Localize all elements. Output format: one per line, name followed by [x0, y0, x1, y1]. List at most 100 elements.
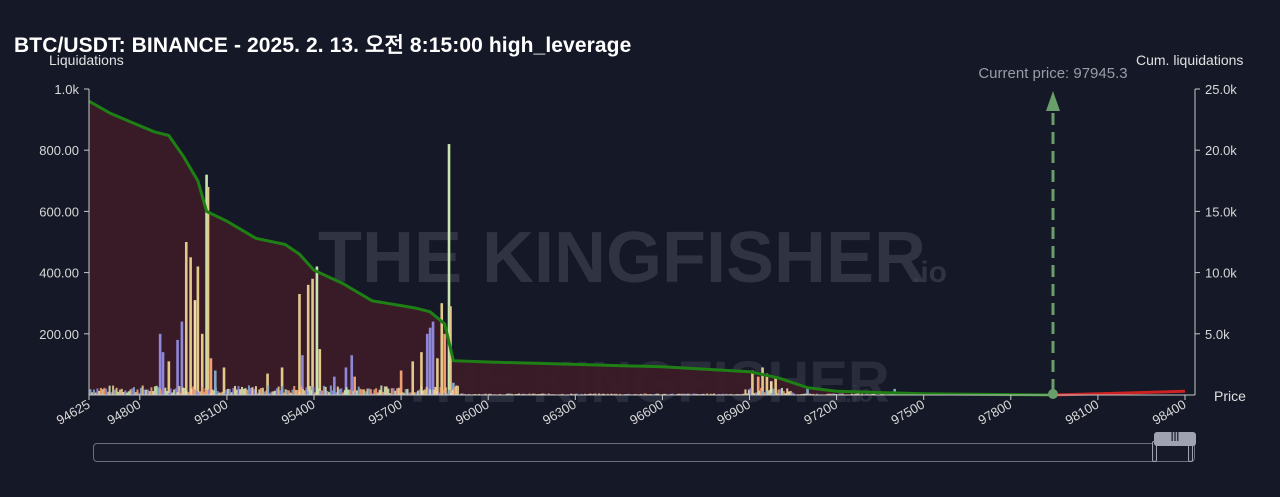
range-grip-icon[interactable]: ||| [1154, 432, 1196, 446]
liquidation-bar [89, 389, 92, 395]
liquidation-bar [838, 393, 841, 395]
liquidation-bar [350, 355, 354, 395]
liquidation-bar [447, 144, 451, 395]
liquidation-bar [342, 392, 345, 395]
liquidation-bar [516, 393, 519, 395]
liquidation-bar [155, 385, 158, 395]
liquidation-bar [92, 389, 95, 395]
liquidation-bar [371, 393, 374, 395]
liquidation-bar [854, 393, 857, 395]
liquidation-bar [242, 388, 245, 395]
liquidation-bar [423, 389, 426, 395]
liquidation-bar [200, 386, 203, 395]
liquidation-bar [450, 393, 453, 395]
liquidation-bar [387, 388, 390, 395]
liquidation-bar [871, 393, 874, 395]
liquidation-bar [695, 393, 698, 395]
liquidation-bar [183, 387, 186, 395]
liquidation-bar [634, 393, 637, 395]
liquidation-bar [263, 391, 266, 395]
liquidation-bar [488, 393, 491, 395]
liquidation-bar [692, 393, 695, 395]
liquidation-bar [115, 387, 118, 395]
liquidation-bar [94, 392, 97, 395]
liquidation-bar [833, 393, 836, 395]
liquidation-bar [805, 393, 808, 395]
liquidation-bar [113, 389, 116, 395]
liquidation-bar [774, 378, 777, 395]
liquidation-bar [359, 388, 362, 395]
liquidation-bar [184, 242, 188, 395]
liquidation-bar [160, 390, 163, 395]
liquidation-bar [105, 388, 108, 395]
liquidation-bar [855, 393, 858, 395]
liquidation-bar [769, 381, 773, 395]
liquidation-bar [315, 266, 319, 395]
liquidation-bar [174, 388, 177, 395]
liquidation-bar [161, 352, 165, 395]
liquidation-bar [209, 393, 212, 395]
liquidation-bar [457, 385, 460, 395]
liquidation-bar [318, 349, 322, 395]
liquidation-bar [326, 390, 329, 395]
x-tick-label: 95100 [192, 397, 231, 428]
liquidation-bar [361, 389, 364, 395]
liquidation-bar [446, 392, 449, 395]
liquidation-bar [101, 389, 104, 395]
liquidation-bar [408, 392, 411, 395]
liquidation-bar [193, 300, 197, 395]
liquidation-bar [396, 388, 399, 395]
liquidation-bar [655, 393, 658, 395]
range-scrollbar[interactable] [93, 441, 1195, 462]
liquidation-bar [390, 388, 393, 395]
liquidation-bar [192, 386, 195, 395]
liquidation-bar [686, 393, 689, 395]
liquidation-bar [180, 321, 184, 395]
liquidation-bar [533, 393, 536, 395]
liquidation-bar [528, 393, 531, 395]
liquidation-bar [828, 393, 831, 395]
liquidation-bar [218, 392, 221, 395]
liquidation-bar [328, 392, 331, 395]
current-price-marker: Current price: 97945.3 [978, 65, 1128, 399]
liquidation-bar [307, 391, 310, 395]
liquidation-bar [354, 392, 357, 395]
liquidation-bar [413, 392, 416, 395]
liquidation-bar [610, 393, 613, 395]
liquidation-bar [235, 389, 238, 395]
y-tick-label: 400.00 [39, 266, 79, 281]
liquidation-bar [188, 392, 191, 395]
cumulative-line [88, 99, 1054, 397]
liquidation-bar [173, 389, 176, 395]
liquidation-bar [460, 393, 463, 395]
liquidation-bar [108, 385, 111, 395]
liquidation-bar [850, 393, 853, 395]
liquidation-bar [284, 389, 287, 395]
liquidation-bar [162, 391, 165, 395]
liquidation-bar [601, 393, 604, 395]
liquidation-bar [753, 393, 756, 395]
liquidation-bar [436, 358, 439, 395]
liquidation-bar [801, 393, 804, 395]
liquidation-bar [308, 386, 311, 395]
liquidation-bar [786, 388, 789, 395]
liquidation-bar [119, 389, 122, 395]
liquidation-bar [678, 393, 681, 395]
liquidation-bar [749, 388, 752, 395]
x-tick-label: 94625 [54, 397, 93, 428]
liquidation-bar [373, 389, 376, 395]
liquidation-bar [779, 389, 782, 395]
liquidation-bar [429, 389, 432, 395]
liquidation-bar [91, 392, 94, 395]
liquidation-bar [669, 393, 672, 395]
y2-tick-label: 10.0k [1205, 266, 1237, 281]
liquidation-bar [312, 386, 315, 395]
liquidation-bar [350, 386, 353, 395]
liquidation-bar [793, 393, 796, 395]
liquidation-bar [758, 390, 761, 395]
liquidation-bar [462, 393, 465, 395]
liquidation-bar [509, 393, 512, 395]
liquidation-bar [420, 352, 423, 395]
liquidation-bar [295, 389, 298, 395]
